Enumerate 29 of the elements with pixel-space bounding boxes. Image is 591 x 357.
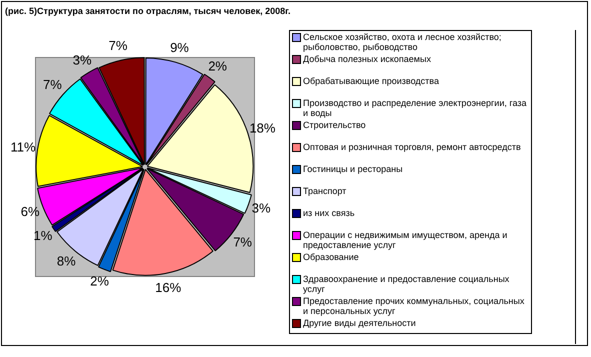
data-label: 7% — [108, 38, 128, 54]
data-label: 7% — [233, 234, 252, 250]
legend-label: Предоставление прочих коммунальных, социальных и персональных услуг — [303, 296, 526, 316]
legend-label: Транспорт — [303, 186, 346, 196]
legend-label: Строительство — [303, 120, 366, 130]
data-label: 2% — [208, 58, 228, 74]
data-label: 11% — [10, 139, 36, 154]
legend-label: Сельское хозяйство, охота и лесное хозяйство; рыболовство, рыбоводство — [303, 32, 502, 52]
data-label: 1% — [33, 228, 53, 243]
legend-label: Оптовая и розничная торговля, ремонт автосредств — [303, 142, 521, 152]
legend-label: Другие виды деятельности — [303, 318, 416, 328]
legend-label: Гостиницы и рестораны — [303, 164, 403, 174]
data-label: 18% — [249, 120, 276, 136]
data-label: 3% — [252, 200, 272, 216]
legend-label: Здравоохранение и предоставление социальных услуг — [303, 274, 510, 294]
data-label: 3% — [72, 52, 92, 68]
data-label: 8% — [56, 254, 76, 269]
data-label: 2% — [90, 273, 110, 288]
legend-label: Операции с недвижимым имуществом, аренда и предоставление услуг — [303, 230, 508, 250]
legend-label: Образование — [303, 252, 359, 262]
data-label: 6% — [20, 204, 40, 220]
data-label: 9% — [170, 40, 190, 55]
chart-title: (рис. 5)Структура занятости по отраслям, тысяч человек, 2008г. — [5, 6, 290, 16]
legend-label: Обрабатывающие производства — [303, 76, 439, 86]
legend-label: из них связь — [303, 208, 355, 218]
data-label: 7% — [42, 76, 62, 92]
legend-label: Производство и распределение электроэнергии, газа и воды — [303, 98, 528, 118]
data-label: 16% — [155, 280, 182, 295]
legend-label: Добыча полезных ископаемых — [303, 54, 431, 64]
